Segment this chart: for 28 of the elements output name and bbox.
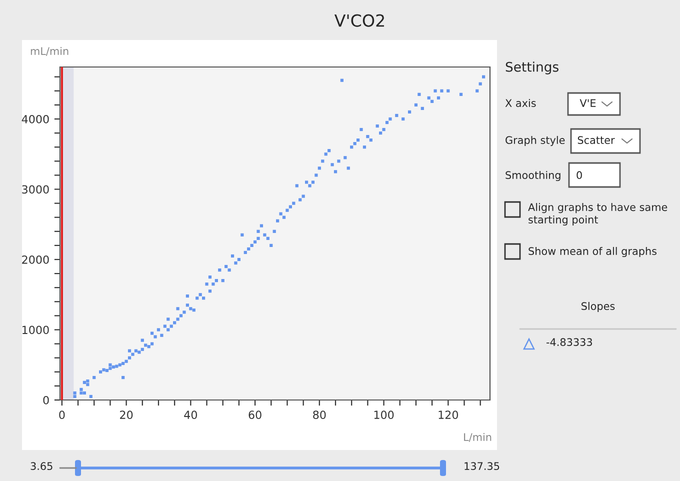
text: Graph style bbox=[506, 136, 565, 146]
x-tick-label: 120 bbox=[438, 410, 458, 420]
y-axis-title: mL/min bbox=[30, 46, 68, 56]
y-tick-label: 4000 bbox=[22, 114, 49, 124]
x-tick-label: 100 bbox=[374, 410, 394, 420]
x-tick-label: 20 bbox=[120, 410, 133, 420]
x-tick-label: 40 bbox=[184, 410, 198, 420]
x-tick-label: 80 bbox=[313, 410, 326, 420]
text: Smoothing bbox=[506, 170, 560, 182]
chart-title: V'CO2 bbox=[334, 14, 384, 27]
text: -4.83333 bbox=[546, 338, 592, 346]
text: Slopes bbox=[582, 302, 615, 312]
text: V'E bbox=[580, 99, 596, 107]
x-tick-label: 60 bbox=[248, 410, 262, 420]
y-tick-label: 0 bbox=[43, 396, 49, 404]
y-tick-label: 1000 bbox=[22, 326, 49, 334]
text: Show mean of all graphs bbox=[528, 246, 657, 258]
text: 137.35 bbox=[464, 462, 500, 470]
text: 0 bbox=[576, 171, 582, 180]
text: X axis bbox=[505, 98, 536, 108]
x-axis-title: L/min bbox=[464, 432, 492, 442]
text: 3.65 bbox=[30, 462, 52, 470]
text: Scatter bbox=[578, 136, 615, 144]
text: Settings bbox=[506, 62, 558, 74]
x-tick-label: 0 bbox=[59, 410, 65, 420]
y-tick-label: 3000 bbox=[22, 185, 49, 194]
text: Align graphs to have same starting point bbox=[528, 203, 668, 226]
y-tick-label: 2000 bbox=[22, 255, 49, 264]
